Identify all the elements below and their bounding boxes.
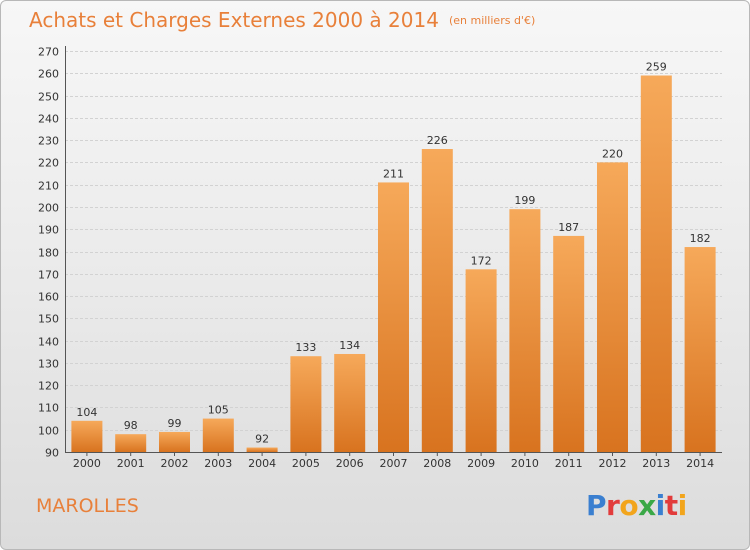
y-tick-label: 190 xyxy=(38,224,59,237)
y-tick-label: 240 xyxy=(38,113,59,126)
y-tick-label: 150 xyxy=(38,313,59,326)
y-tick-label: 140 xyxy=(38,336,59,349)
bars: 104 98 99 105 92 133 134 211 226 172 199 187 220 259 1… xyxy=(71,61,716,452)
bar-2011 xyxy=(553,235,585,452)
bar-value-label: 133 xyxy=(295,341,316,354)
bar-2009 xyxy=(465,269,497,452)
bar-value-label: 199 xyxy=(514,194,535,207)
bar-2003 xyxy=(202,418,234,452)
logo-letter: x xyxy=(638,489,656,522)
bar-value-label: 98 xyxy=(124,419,138,432)
x-tick-label: 2010 xyxy=(511,457,539,470)
x-tick-label: 2013 xyxy=(642,457,670,470)
x-tick-label: 2008 xyxy=(423,457,451,470)
bar-2005 xyxy=(290,356,322,452)
bar-value-label: 182 xyxy=(690,232,711,245)
bar-value-label: 134 xyxy=(339,339,360,352)
x-tick-label: 2005 xyxy=(292,457,320,470)
bar-2001 xyxy=(115,434,147,452)
y-tick-label: 200 xyxy=(38,202,59,215)
bar-2012 xyxy=(597,162,628,452)
bar-value-label: 99 xyxy=(168,417,182,430)
y-tick-label: 270 xyxy=(38,46,59,59)
y-tick-label: 180 xyxy=(38,247,59,260)
bar-value-label: 105 xyxy=(208,404,229,417)
bar-value-label: 259 xyxy=(646,61,667,74)
x-tick-label: 2006 xyxy=(336,457,364,470)
chart-title: Achats et Charges Externes 2000 à 2014 (e… xyxy=(29,8,535,32)
logo-letter: r xyxy=(606,489,620,522)
x-tick-label: 2011 xyxy=(555,457,583,470)
bar-2008 xyxy=(421,149,453,452)
logo-letter: o xyxy=(619,489,639,522)
y-tick-label: 230 xyxy=(38,135,59,148)
chart-unit: (en milliers d'€) xyxy=(448,14,536,27)
chart-title-text: Achats et Charges Externes 2000 à 2014 xyxy=(29,8,439,32)
bar-value-label: 226 xyxy=(427,134,448,147)
bar-value-label: 220 xyxy=(602,147,623,160)
axes: 90 100 110 120 130 140 150 160 170 180 190 200 210 22… xyxy=(38,46,722,470)
y-tick-label: 220 xyxy=(38,157,59,170)
bar-value-label: 172 xyxy=(471,254,492,267)
y-tick-label: 210 xyxy=(38,180,59,193)
bar-2006 xyxy=(334,353,366,452)
bar-2014 xyxy=(684,247,716,452)
bar-2007 xyxy=(378,182,409,452)
x-tick-label: 2004 xyxy=(248,457,276,470)
bar-value-label: 187 xyxy=(558,221,579,234)
y-tick-label: 260 xyxy=(38,68,59,81)
y-tick-label: 100 xyxy=(38,425,59,438)
bar-value-label: 211 xyxy=(383,167,404,180)
y-tick-label: 110 xyxy=(38,402,59,415)
y-tick-label: 250 xyxy=(38,91,59,104)
y-tick-label: 160 xyxy=(38,291,59,304)
commune-label: MAROLLES xyxy=(36,495,139,517)
proxiti-logo: Proxiti xyxy=(586,489,687,522)
bar-2000 xyxy=(71,420,103,452)
x-tick-label: 2014 xyxy=(686,457,714,470)
y-tick-label: 120 xyxy=(38,380,59,393)
bar-value-label: 92 xyxy=(255,433,269,446)
bar-2010 xyxy=(509,209,541,452)
logo-letter: t xyxy=(664,489,678,522)
x-tick-label: 2007 xyxy=(380,457,408,470)
y-tick-label: 170 xyxy=(38,269,59,282)
x-tick-label: 2009 xyxy=(467,457,495,470)
x-tick-label: 2000 xyxy=(73,457,101,470)
bar-value-label: 104 xyxy=(76,406,97,419)
x-tick-label: 2003 xyxy=(204,457,232,470)
logo-letter: i xyxy=(655,489,666,522)
logo-letter: i xyxy=(677,489,688,522)
y-tick-label: 130 xyxy=(38,358,59,371)
x-tick-label: 2001 xyxy=(117,457,145,470)
bar-2004 xyxy=(246,447,278,452)
y-tick-label: 90 xyxy=(45,447,59,460)
bar-2002 xyxy=(159,431,190,452)
x-tick-label: 2002 xyxy=(161,457,189,470)
bar-2013 xyxy=(640,75,672,452)
x-tick-label: 2012 xyxy=(599,457,627,470)
logo-letter: P xyxy=(586,489,607,522)
